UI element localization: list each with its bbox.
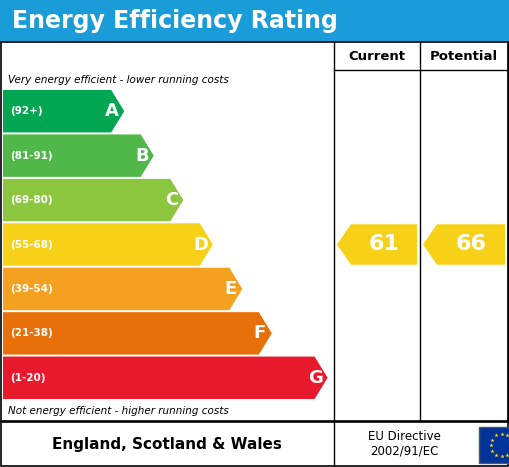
Text: C: C: [164, 191, 178, 209]
Bar: [0, 0, 509, 42]
Polygon shape: [3, 179, 183, 221]
Polygon shape: [3, 312, 272, 354]
Polygon shape: [3, 223, 213, 266]
Text: G: G: [308, 369, 323, 387]
Text: 61: 61: [369, 234, 400, 255]
Text: (55-68): (55-68): [10, 240, 53, 249]
Text: (92+): (92+): [10, 106, 43, 116]
Text: (1-20): (1-20): [10, 373, 45, 383]
Bar: [1, 42, 508, 421]
Polygon shape: [3, 357, 328, 399]
Text: A: A: [105, 102, 119, 120]
Text: D: D: [193, 235, 208, 254]
Text: Potential: Potential: [430, 50, 498, 63]
Text: Not energy efficient - higher running costs: Not energy efficient - higher running co…: [8, 406, 229, 416]
Text: (21-38): (21-38): [10, 328, 53, 339]
Polygon shape: [423, 224, 505, 265]
Bar: [479, 427, 509, 463]
Text: 66: 66: [456, 234, 487, 255]
Polygon shape: [337, 224, 417, 265]
Text: B: B: [135, 147, 149, 165]
Text: EU Directive
2002/91/EC: EU Directive 2002/91/EC: [367, 430, 440, 458]
Text: (69-80): (69-80): [10, 195, 52, 205]
Text: E: E: [224, 280, 237, 298]
Polygon shape: [3, 90, 124, 133]
Text: (81-91): (81-91): [10, 151, 52, 161]
Bar: [1, 422, 508, 466]
Text: (39-54): (39-54): [10, 284, 53, 294]
Text: Current: Current: [349, 50, 406, 63]
Polygon shape: [3, 134, 154, 177]
Text: F: F: [253, 325, 266, 342]
Polygon shape: [3, 268, 242, 310]
Text: Energy Efficiency Rating: Energy Efficiency Rating: [12, 9, 338, 33]
Text: Very energy efficient - lower running costs: Very energy efficient - lower running co…: [8, 75, 229, 85]
Text: England, Scotland & Wales: England, Scotland & Wales: [52, 437, 282, 452]
